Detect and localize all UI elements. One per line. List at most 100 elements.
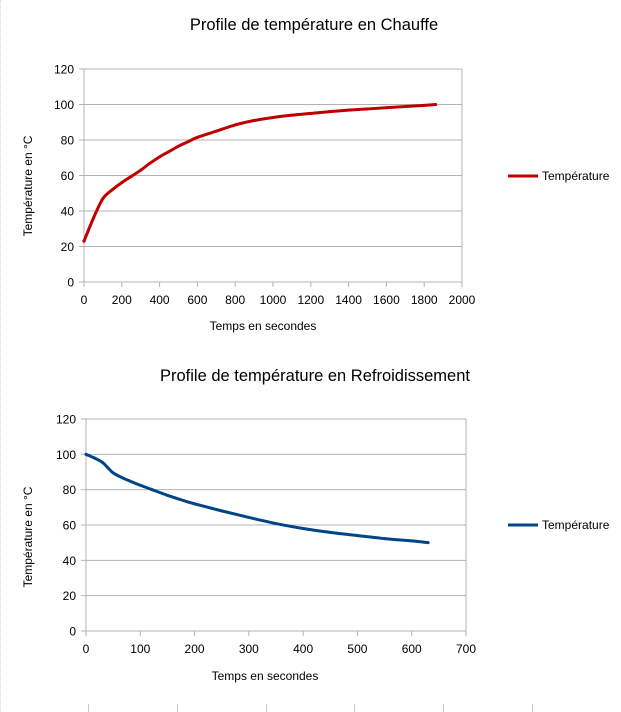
data-point — [148, 161, 152, 165]
x-axis-label: Temps en secondes — [212, 669, 319, 683]
chart-title: Profile de température en Chauffe — [190, 16, 438, 34]
data-point — [274, 522, 278, 526]
x-tick-label: 200 — [112, 293, 132, 307]
y-axis-tick-labels: 0 20 40 60 80 100 120 — [54, 63, 74, 290]
data-point — [301, 527, 305, 531]
legend-label: Température — [542, 518, 610, 532]
data-point — [214, 129, 218, 133]
data-point — [101, 197, 105, 201]
y-tick-label: 40 — [61, 205, 75, 219]
x-tick-label: 100 — [130, 642, 150, 656]
data-point — [82, 239, 86, 243]
data-point — [403, 104, 407, 108]
x-tick-label: 800 — [225, 293, 245, 307]
data-point — [106, 466, 110, 470]
data-point — [165, 493, 169, 497]
data-point — [167, 150, 171, 154]
data-point — [139, 168, 143, 172]
data-point — [347, 108, 351, 112]
heating-temperature-chart: Profile de température en Chauffe 0 20 40 6… — [21, 16, 610, 333]
data-point — [384, 106, 388, 110]
chart-title: Profile de température en Refroidissemen… — [160, 367, 470, 385]
data-point — [91, 216, 95, 220]
data-point — [328, 530, 332, 534]
data-point — [366, 107, 369, 111]
data-point — [195, 135, 199, 139]
chart-grid — [81, 418, 467, 636]
data-point — [149, 487, 153, 491]
legend: Température — [508, 169, 610, 183]
data-point — [129, 174, 133, 178]
data-point — [158, 155, 162, 159]
data-point — [434, 103, 438, 106]
y-tick-label: 120 — [56, 413, 76, 427]
x-tick-label: 700 — [456, 642, 476, 656]
y-tick-label: 60 — [61, 169, 75, 183]
data-point — [309, 111, 313, 115]
x-tick-label: 1800 — [411, 293, 438, 307]
data-point — [252, 118, 256, 122]
x-tick-label: 1600 — [373, 293, 400, 307]
y-axis-label: Température en °C — [21, 486, 35, 587]
data-point — [220, 509, 224, 513]
data-point — [120, 181, 124, 185]
y-axis-tick-labels: 0 20 40 60 80 100 120 — [56, 413, 76, 639]
data-point — [271, 115, 275, 119]
legend-label: Température — [542, 169, 610, 183]
data-point — [193, 502, 197, 506]
x-tick-label: 0 — [83, 642, 90, 656]
y-tick-label: 100 — [54, 98, 74, 112]
plot-area — [83, 69, 463, 282]
y-tick-label: 120 — [54, 63, 74, 77]
data-point — [328, 110, 332, 114]
page-margin-guide — [0, 0, 3, 712]
data-point — [422, 103, 426, 107]
data-point — [355, 534, 359, 538]
data-point — [383, 537, 387, 541]
y-tick-label: 80 — [61, 134, 75, 148]
data-point — [410, 539, 414, 543]
data-point — [84, 452, 88, 456]
chart-grid — [79, 68, 463, 287]
y-axis-label: Température en °C — [21, 135, 35, 236]
series-line-1 — [84, 452, 430, 545]
x-tick-label: 600 — [187, 293, 207, 307]
data-point — [233, 123, 237, 127]
y-tick-label: 20 — [63, 589, 77, 603]
x-tick-label: 1400 — [335, 293, 362, 307]
x-tick-label: 1000 — [260, 293, 287, 307]
data-point — [92, 456, 96, 460]
y-tick-label: 40 — [63, 554, 77, 568]
data-point — [290, 113, 294, 117]
series-line-1 — [82, 103, 438, 243]
series-lines — [84, 452, 430, 545]
x-axis-tick-labels: 0 100 200 300 400 500 600 700 — [83, 642, 477, 656]
x-axis-tick-labels: 0 200 400 600 800 1000 1200 1400 1600 1800 2000 — [81, 293, 476, 307]
data-point — [177, 144, 180, 148]
x-axis-label: Temps en secondes — [210, 319, 317, 333]
x-tick-label: 200 — [185, 642, 205, 656]
x-tick-label: 2000 — [449, 293, 476, 307]
data-point — [110, 188, 114, 192]
data-point — [100, 460, 104, 464]
legend: Température — [508, 518, 610, 532]
y-tick-label: 60 — [63, 519, 77, 533]
y-tick-label: 100 — [56, 448, 76, 462]
series-lines — [82, 103, 438, 243]
page-footer-guides — [0, 704, 621, 712]
x-tick-label: 600 — [402, 642, 422, 656]
y-tick-label: 0 — [67, 276, 74, 290]
x-tick-label: 1200 — [297, 293, 324, 307]
y-tick-label: 80 — [63, 483, 77, 497]
data-point — [127, 479, 131, 483]
y-tick-label: 0 — [69, 625, 76, 639]
data-point — [111, 471, 115, 475]
x-tick-label: 400 — [293, 642, 313, 656]
data-point — [119, 475, 123, 479]
x-tick-label: 0 — [81, 293, 88, 307]
data-point — [426, 541, 430, 545]
x-tick-label: 500 — [347, 642, 367, 656]
y-tick-label: 20 — [61, 240, 75, 254]
x-tick-label: 300 — [239, 642, 259, 656]
cooling-temperature-chart: Profile de température en Refroidissemen… — [21, 367, 610, 683]
